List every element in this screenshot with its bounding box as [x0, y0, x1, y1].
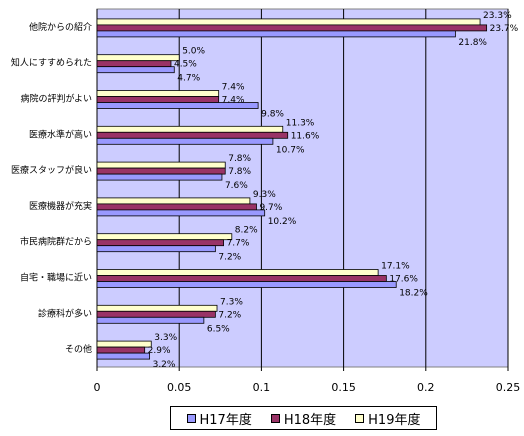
category-label: 他院からの紹介 — [29, 21, 92, 33]
data-label: 23.3% — [483, 11, 512, 21]
legend: H17年度 H18年度 H19年度 — [170, 406, 437, 430]
data-label: 8.2% — [235, 226, 258, 236]
bar — [96, 269, 379, 276]
bar — [96, 161, 226, 169]
bar — [96, 346, 146, 354]
bar — [96, 275, 387, 282]
data-label: 23.7% — [490, 24, 519, 34]
bar — [96, 96, 220, 103]
category-label: 知人にすすめられた — [11, 57, 92, 69]
legend-item-h18: H18年度 — [270, 409, 337, 428]
data-label: 3.3% — [154, 333, 177, 343]
data-label: 5.0% — [182, 47, 205, 57]
bar — [96, 54, 180, 62]
bar — [96, 24, 488, 32]
legend-item-h17: H17年度 — [186, 409, 252, 428]
bar — [96, 18, 481, 26]
data-label: 7.8% — [228, 154, 251, 164]
category-label: 医療スタッフが良い — [11, 164, 92, 176]
legend-swatch-h17 — [186, 413, 196, 423]
bar — [96, 30, 456, 38]
data-label: 7.2% — [218, 253, 241, 263]
x-tick-label: 0.15 — [331, 381, 356, 394]
bar — [96, 310, 216, 318]
bar — [96, 90, 220, 97]
bar — [96, 281, 397, 288]
legend-item-h19: H19年度 — [355, 409, 420, 428]
category-label: 医療機器が充実 — [29, 200, 92, 212]
legend-swatch-h18 — [270, 413, 280, 423]
bar — [96, 167, 226, 175]
data-label: 7.2% — [218, 310, 241, 320]
bar — [96, 197, 251, 205]
category-label: 病院の評判がよい — [20, 93, 92, 105]
data-label: 7.6% — [225, 181, 248, 191]
data-label: 9.8% — [261, 110, 284, 120]
data-label: 10.7% — [276, 145, 305, 155]
data-label: 11.6% — [291, 131, 320, 141]
category-label: 診療科が多い — [38, 307, 92, 319]
bar — [96, 239, 224, 247]
data-label: 2.9% — [148, 346, 171, 356]
bar — [96, 304, 218, 312]
data-label: 18.2% — [399, 289, 428, 299]
data-label: 17.6% — [389, 275, 418, 285]
bar — [96, 340, 152, 348]
legend-label-h17: H17年度 — [199, 412, 252, 428]
x-tick-label: 0 — [94, 381, 101, 394]
bar — [96, 209, 266, 217]
bar — [96, 203, 257, 211]
bar — [96, 316, 205, 324]
category-label: その他 — [65, 343, 92, 355]
legend-swatch-h19 — [355, 413, 365, 423]
data-label: 4.7% — [177, 74, 200, 84]
bar — [96, 137, 274, 145]
data-label: 11.3% — [286, 118, 315, 128]
data-label: 7.4% — [222, 83, 245, 93]
x-tick-label: 0.1 — [253, 381, 271, 394]
legend-label-h18: H18年度 — [283, 412, 337, 428]
x-tick-label: 0.2 — [417, 381, 435, 394]
data-label: 10.2% — [268, 217, 297, 227]
data-label: 21.8% — [458, 38, 487, 48]
bar — [96, 233, 233, 241]
data-label: 7.3% — [220, 297, 243, 307]
x-tick-label: 0.25 — [496, 381, 521, 394]
data-label: 7.7% — [227, 239, 250, 249]
bar — [96, 245, 216, 253]
bar — [96, 102, 259, 109]
data-label: 9.3% — [253, 190, 276, 200]
category-label: 医療水準が高い — [29, 128, 92, 140]
data-label: 6.5% — [207, 324, 230, 334]
data-label: 17.1% — [381, 262, 410, 272]
bar — [96, 60, 172, 68]
data-label: 9.7% — [259, 203, 282, 213]
bar — [96, 352, 151, 360]
category-label: 自宅・職場に近い — [20, 272, 92, 284]
data-label: 3.2% — [153, 360, 176, 370]
x-tick-label: 0.05 — [167, 381, 192, 394]
data-label: 7.4% — [222, 96, 245, 106]
bar — [96, 131, 289, 139]
data-label: 4.5% — [174, 60, 197, 70]
bar — [96, 125, 284, 133]
category-label: 市民病院群だから — [20, 236, 92, 248]
legend-label-h19: H19年度 — [368, 412, 421, 428]
data-label: 7.8% — [228, 167, 251, 177]
bar — [96, 66, 175, 74]
bar — [96, 173, 223, 181]
